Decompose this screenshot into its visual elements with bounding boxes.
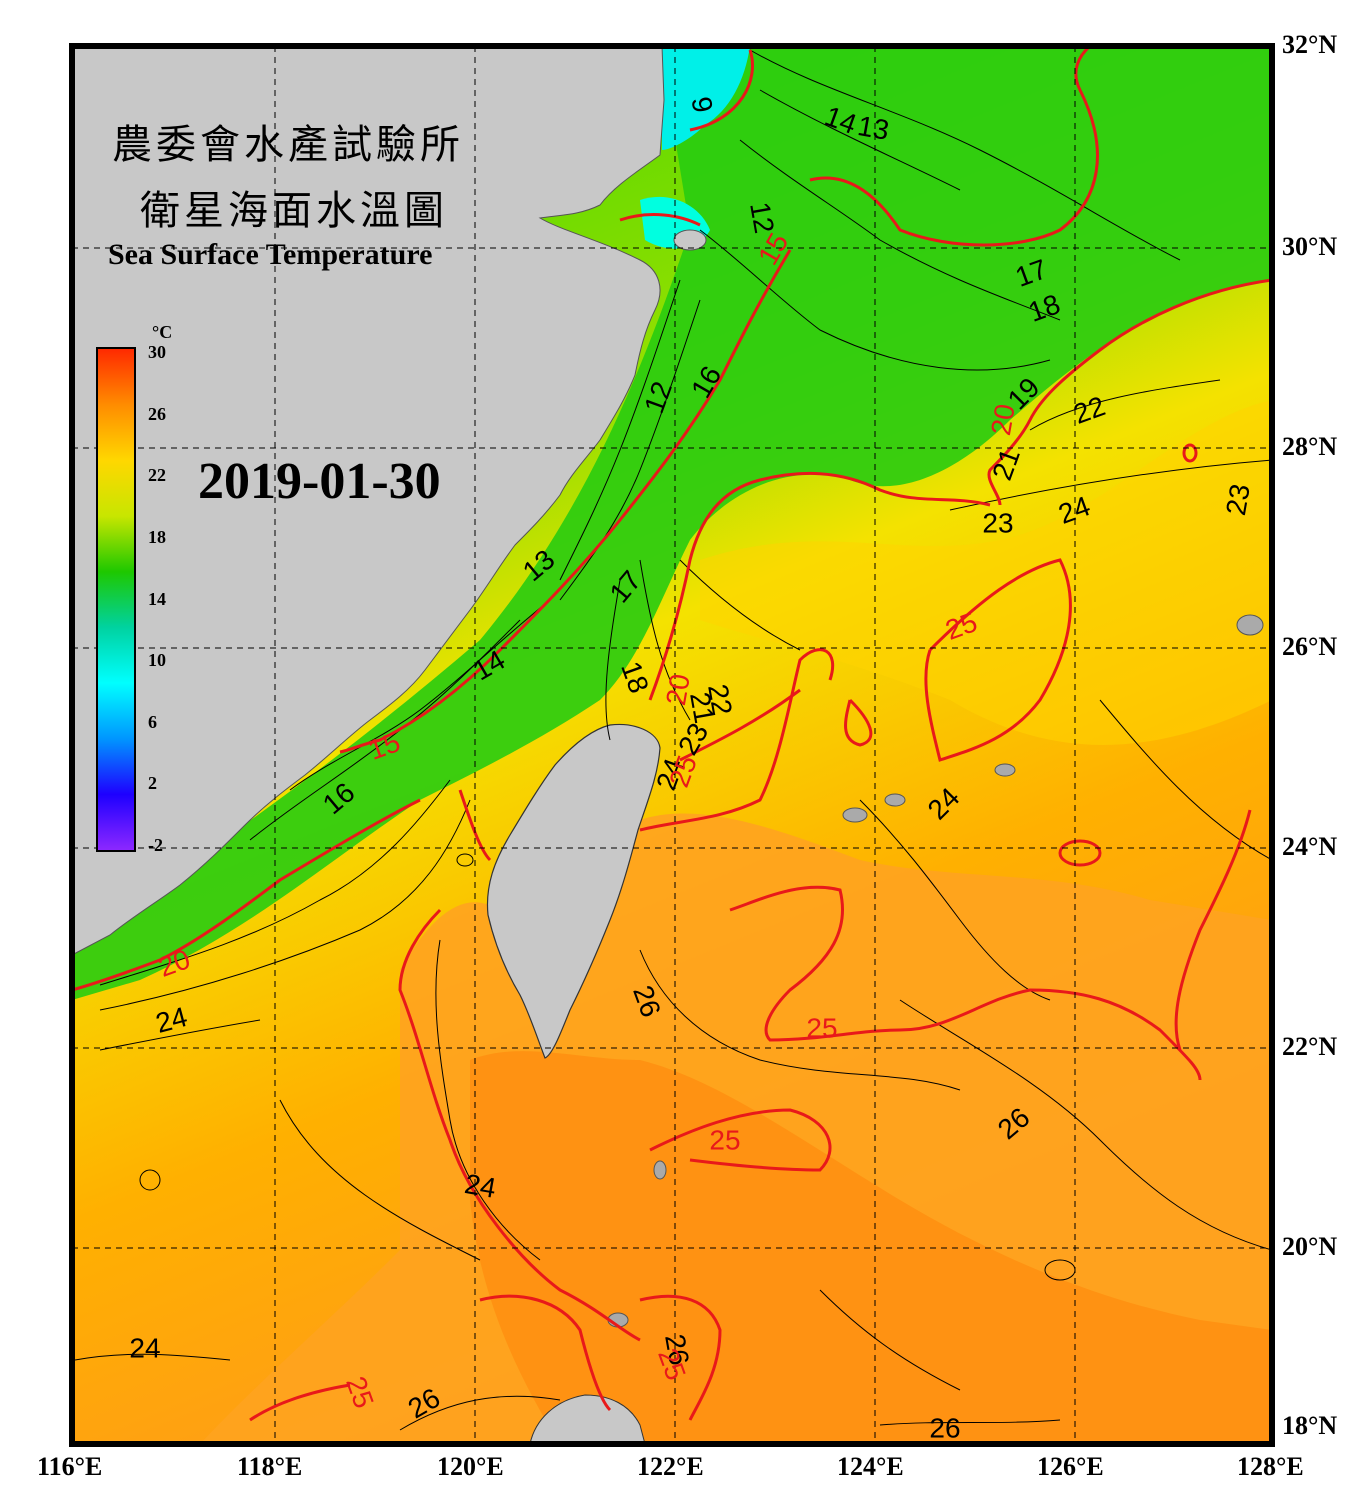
yellow-water-region xyxy=(700,400,1272,745)
isotherm-label: 26 xyxy=(659,1332,695,1368)
colorbar-tick: 30 xyxy=(148,342,166,362)
longitude-label: 124°E xyxy=(837,1452,904,1481)
mainland-china xyxy=(72,46,665,956)
longitude-label: 118°E xyxy=(237,1452,303,1481)
latitude-label: 26°N xyxy=(1282,632,1338,661)
isotherm-label: 13 xyxy=(855,110,891,146)
colorbar-unit: °C xyxy=(152,322,173,342)
colorbar-tick: 22 xyxy=(148,465,166,486)
isotherm-label: 22 xyxy=(702,682,738,718)
latitude-label: 22°N xyxy=(1282,1032,1338,1061)
lat-lon-grid xyxy=(72,46,1272,1444)
isotherm-label: 12 xyxy=(744,200,780,236)
latitude-label: 20°N xyxy=(1282,1232,1338,1261)
colorbar xyxy=(96,347,136,852)
island-ryukyu-2 xyxy=(884,793,906,807)
longitude-label: 122°E xyxy=(637,1452,704,1481)
map-date: 2019-01-30 xyxy=(198,453,441,510)
isotherm-label: 9 xyxy=(685,94,718,115)
green-coastal-water xyxy=(72,46,1272,1000)
colorbar-tick: 6 xyxy=(148,711,157,732)
title-en: Sea Surface Temperature xyxy=(108,238,433,271)
island-ryukyu-1 xyxy=(842,807,868,823)
colorbar-tick: 2 xyxy=(148,773,157,794)
longitude-label: 126°E xyxy=(1037,1452,1104,1481)
isotherm-label: 26 xyxy=(929,1412,960,1443)
colorbar-tick: -2 xyxy=(148,835,163,855)
isotherm-label: 24 xyxy=(462,1168,498,1204)
red-isotherm-label: 20 xyxy=(660,672,696,708)
island-ryukyu-3 xyxy=(994,763,1016,777)
latitude-label: 32°N xyxy=(1282,30,1338,59)
taiwan-island xyxy=(486,723,661,1059)
colorbar-tick: 26 xyxy=(148,403,166,424)
longitude-label: 116°E xyxy=(37,1452,103,1481)
latitude-label: 28°N xyxy=(1282,432,1338,461)
latitude-label: 24°N xyxy=(1282,832,1338,861)
longitude-label: 128°E xyxy=(1237,1452,1304,1481)
title-zh-line2: 衛星海面水溫圖 xyxy=(140,188,448,234)
colorbar-tick: 14 xyxy=(148,588,166,609)
red-isotherms xyxy=(72,46,1272,1422)
isotherm-label: 24 xyxy=(129,1332,160,1363)
island-zhoushan xyxy=(673,229,707,251)
isotherm-label: 21 xyxy=(684,690,720,726)
island-batanes xyxy=(653,1160,667,1180)
latitude-label: 30°N xyxy=(1282,232,1338,261)
cold-water-patch xyxy=(662,46,750,150)
colorbar-tick: 18 xyxy=(148,526,166,547)
island-ryukyu-4 xyxy=(1236,614,1264,636)
isotherm-label: 23 xyxy=(1220,482,1256,518)
red-isotherm-label: 20 xyxy=(985,402,1021,438)
latitude-label: 18°N xyxy=(1282,1411,1338,1440)
warm-water-core xyxy=(470,1051,1272,1444)
colorbar-tick: 10 xyxy=(148,650,166,671)
red-isotherm-label: 25 xyxy=(806,1012,837,1043)
red-isotherm-label: 25 xyxy=(709,1124,740,1155)
title-zh-line1: 農委會水產試驗所 xyxy=(112,122,464,168)
isotherm-label: 23 xyxy=(982,507,1013,538)
map-frame xyxy=(69,43,1275,1447)
luzon-island xyxy=(529,1394,646,1444)
longitude-label: 120°E xyxy=(437,1452,504,1481)
